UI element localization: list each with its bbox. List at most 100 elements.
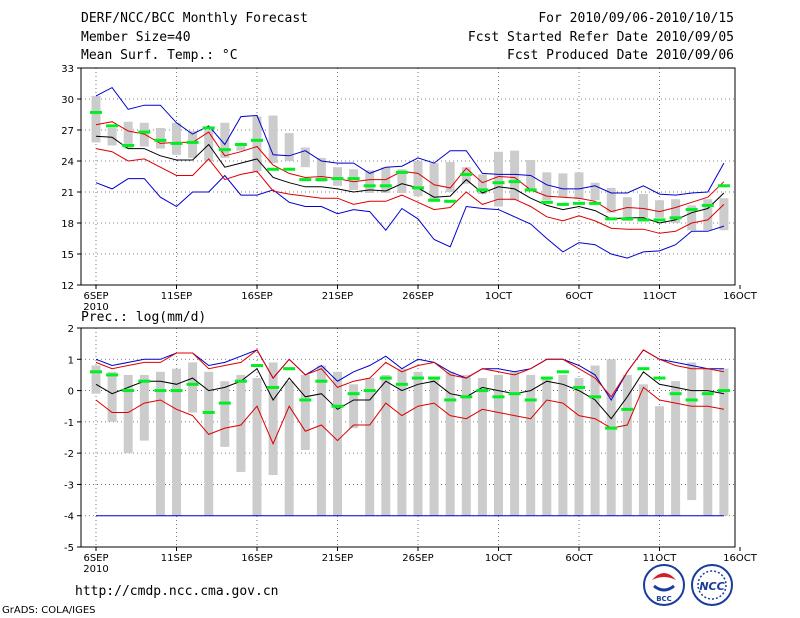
website-url[interactable]: http://cmdp.ncc.cma.gov.cn [75, 584, 279, 599]
ensemble-box [494, 151, 503, 207]
ensemble-box [510, 371, 520, 516]
ensemble-box [655, 200, 664, 218]
ensemble-box [461, 374, 471, 516]
median-marker [138, 130, 151, 134]
median-marker [347, 177, 360, 181]
median-marker [701, 203, 714, 207]
ensemble-box [671, 381, 681, 516]
median-marker [460, 172, 473, 176]
median-marker [540, 376, 553, 380]
median-marker [508, 180, 521, 184]
ensemble-box [268, 115, 278, 164]
median-marker [605, 217, 618, 221]
ensemble-box [252, 378, 262, 516]
median-marker [573, 201, 585, 205]
median-marker [460, 395, 473, 399]
median-marker [685, 398, 698, 402]
y-tick-label: 1 [68, 355, 74, 366]
fcst-produced-date: Fcst Produced Date 2010/09/06 [507, 48, 734, 63]
ensemble-box [139, 374, 149, 441]
median-marker [154, 138, 167, 142]
x-tick-label: 21SEP [322, 291, 353, 302]
median-marker [685, 208, 698, 212]
prec-panel-title: Prec.: log(mm/d) [81, 310, 207, 325]
x-tick-label: 11OCT [643, 553, 678, 564]
ensemble-box [268, 362, 278, 476]
median-marker [251, 138, 263, 142]
ensemble-box [107, 371, 117, 422]
y-tick-label: -2 [64, 449, 74, 460]
median-marker [106, 124, 119, 128]
member-size: Member Size=40 [81, 30, 191, 45]
median-marker [701, 392, 714, 396]
ensemble-box [574, 378, 584, 516]
x-tick-label: 6SEP [83, 553, 108, 564]
y-tick-label: 15 [61, 250, 74, 261]
median-marker [202, 126, 215, 130]
ensemble-box [155, 127, 165, 149]
x-tick-label: 26SEP [402, 291, 433, 302]
forecast-range: For 2010/09/06-2010/10/15 [538, 11, 734, 26]
ensemble-box [316, 157, 326, 182]
ensemble-box [719, 198, 729, 231]
x-year-label: 2010 [83, 564, 108, 575]
ensemble-box [638, 194, 648, 218]
ensemble-box [477, 174, 487, 195]
ensemble-box [574, 172, 584, 200]
median-marker [251, 364, 263, 368]
ensemble-box [397, 169, 407, 194]
median-marker [556, 370, 569, 374]
ensemble-box [172, 122, 181, 155]
ensemble-box [349, 384, 359, 429]
ensemble-box [123, 121, 133, 149]
ensemble-box [510, 150, 520, 201]
median-marker [412, 376, 424, 380]
median-marker [363, 184, 376, 188]
ensemble-box [606, 187, 616, 213]
median-marker [492, 181, 505, 185]
ensemble-box [477, 378, 487, 516]
x-tick-label: 26SEP [402, 553, 433, 564]
ensemble-mean-line [95, 367, 724, 420]
x-tick-label: 16OCT [723, 553, 758, 564]
ensemble-box [445, 371, 455, 516]
median-marker [138, 379, 151, 383]
ensemble-box [172, 368, 181, 516]
x-tick-label: 21SEP [322, 553, 353, 564]
ensemble-box [719, 368, 729, 516]
plot-frame [80, 327, 736, 548]
ensemble-box [91, 365, 101, 394]
median-marker [331, 177, 344, 181]
x-tick-label: 11SEP [161, 553, 192, 564]
temp-panel-title: Mean Surf. Temp.: °C [81, 48, 238, 63]
median-marker [267, 385, 280, 389]
median-marker [186, 140, 199, 144]
y-tick-label: 24 [61, 157, 74, 168]
median-marker [90, 370, 102, 374]
grads-credit: GrADS: COLA/IGES [2, 605, 96, 616]
median-marker [315, 178, 328, 182]
median-marker [573, 385, 585, 389]
median-marker [395, 170, 408, 174]
x-tick-label: 11SEP [161, 291, 192, 302]
ensemble-box [671, 199, 681, 223]
max-envelope-line [95, 86, 725, 196]
ensemble-box [91, 95, 101, 143]
ensemble-box [365, 170, 375, 194]
ensemble-box [300, 147, 310, 168]
median-marker [234, 142, 247, 146]
ensemble-box [220, 122, 230, 158]
median-marker [476, 389, 489, 393]
median-marker [283, 367, 296, 371]
median-marker [186, 382, 199, 386]
ensemble-box [606, 359, 616, 516]
temperature-chart: 12 15 18 21 24 27 30 33 6SEP 11SEP 16SEP 21SEP 26SEP… [61, 64, 757, 313]
median-marker [605, 426, 618, 430]
ensemble-box [590, 365, 600, 516]
ensemble-box [703, 368, 713, 516]
median-marker [299, 398, 312, 402]
ensemble-box [204, 130, 214, 161]
ensemble-box [558, 173, 568, 198]
ensemble-box [542, 172, 552, 201]
ensemble-box [204, 371, 214, 516]
